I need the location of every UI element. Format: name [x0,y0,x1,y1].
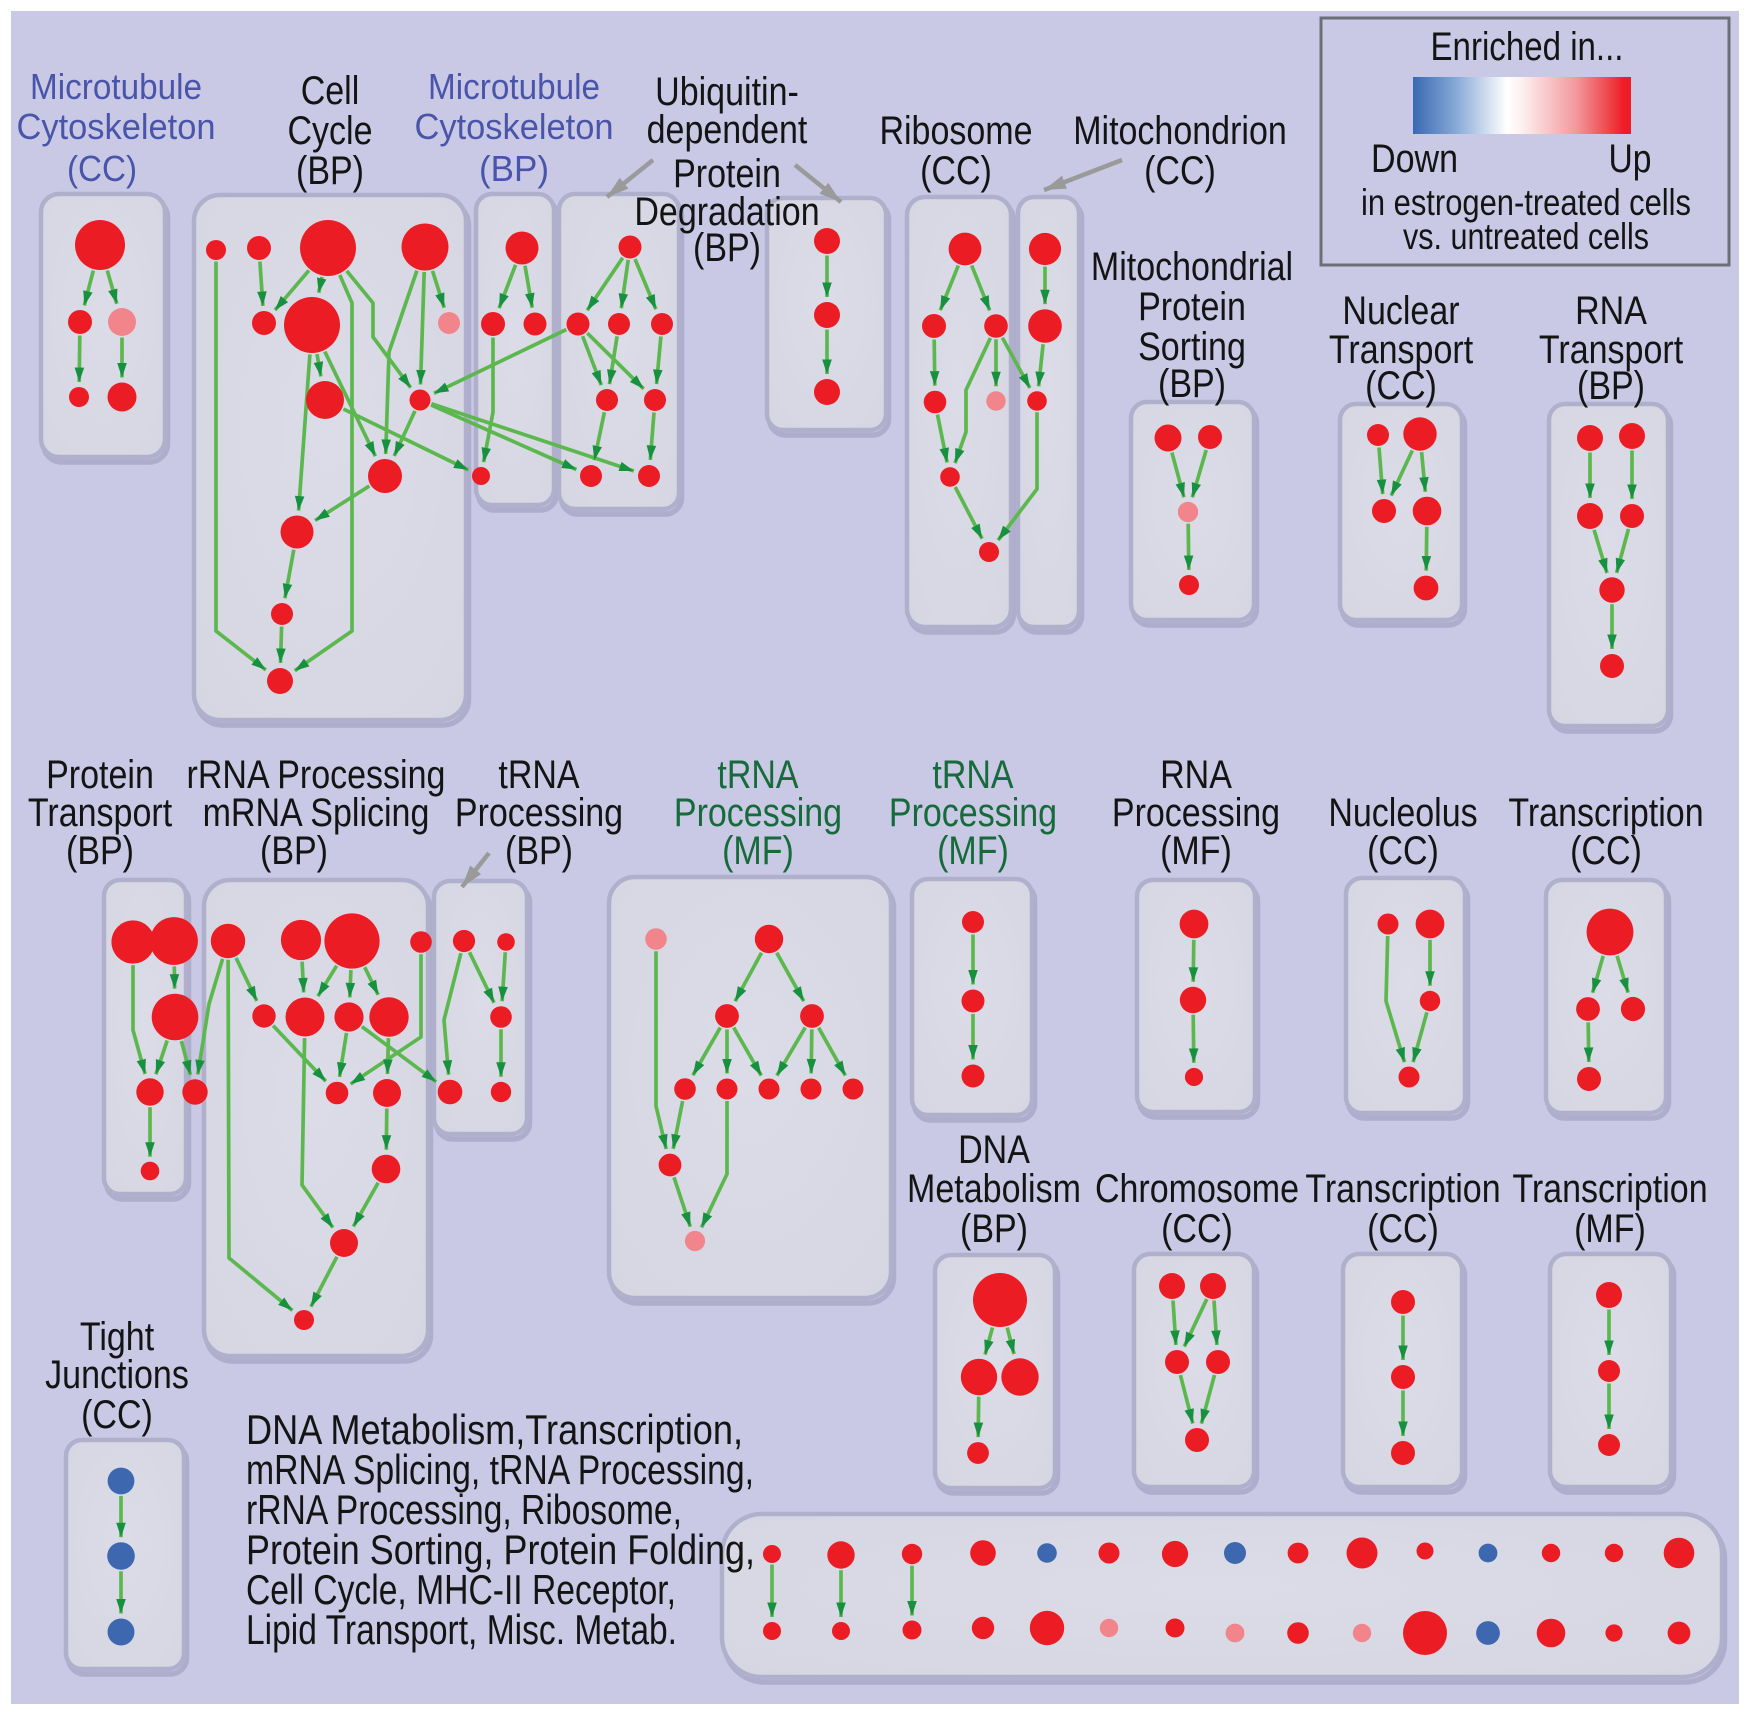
svg-text:Cytoskeleton: Cytoskeleton [17,106,216,147]
svg-text:Cell Cycle, MHC-II Receptor,: Cell Cycle, MHC-II Receptor, [246,1566,676,1613]
svg-text:(CC): (CC) [920,149,992,193]
svg-text:Cycle: Cycle [288,109,373,153]
svg-text:Mitochondrial: Mitochondrial [1091,245,1293,289]
svg-text:(CC): (CC) [1144,149,1216,193]
svg-text:dependent: dependent [647,108,808,152]
svg-text:Cytoskeleton: Cytoskeleton [415,106,614,147]
svg-text:(BP): (BP) [960,1207,1028,1251]
svg-text:(CC): (CC) [81,1393,153,1437]
svg-text:Tight: Tight [80,1315,154,1359]
svg-text:Lipid Transport, Misc. Metab.: Lipid Transport, Misc. Metab. [246,1606,677,1653]
svg-text:Processing: Processing [889,791,1057,835]
svg-text:rRNA Processing: rRNA Processing [187,753,446,797]
svg-text:RNA: RNA [1575,289,1647,333]
svg-text:Degradation: Degradation [634,190,819,234]
svg-text:(CC): (CC) [1161,1207,1233,1251]
svg-text:in estrogen-treated cells: in estrogen-treated cells [1361,182,1691,223]
svg-text:Chromosome: Chromosome [1095,1167,1299,1211]
svg-text:Nucleolus: Nucleolus [1328,791,1477,835]
svg-text:(BP): (BP) [296,149,364,193]
svg-text:Ubiquitin-: Ubiquitin- [655,70,799,114]
svg-text:(CC): (CC) [1570,829,1642,873]
svg-text:(MF): (MF) [1160,829,1232,873]
svg-text:DNA Metabolism,Transcription,: DNA Metabolism,Transcription, [246,1406,743,1453]
svg-text:(CC): (CC) [1367,829,1439,873]
svg-text:Sorting: Sorting [1138,325,1246,369]
svg-text:Transport: Transport [28,791,172,835]
svg-text:DNA: DNA [958,1128,1030,1172]
svg-text:Microtubule: Microtubule [428,66,600,107]
svg-text:Protein: Protein [673,152,781,196]
svg-text:Ribosome: Ribosome [879,109,1032,153]
svg-text:(CC): (CC) [67,148,137,189]
svg-text:(MF): (MF) [937,829,1009,873]
svg-text:Transcription: Transcription [1508,791,1703,835]
svg-text:Processing: Processing [674,791,842,835]
svg-text:(CC): (CC) [1365,364,1437,408]
svg-text:(BP): (BP) [505,829,573,873]
svg-text:tRNA: tRNA [498,753,579,797]
svg-text:Junctions: Junctions [45,1353,189,1397]
svg-text:(CC): (CC) [1367,1207,1439,1251]
svg-text:Metabolism: Metabolism [907,1167,1081,1211]
svg-text:(BP): (BP) [479,148,549,189]
svg-text:mRNA Splicing: mRNA Splicing [203,791,430,835]
svg-text:Processing: Processing [455,791,623,835]
svg-text:Up: Up [1609,137,1652,181]
svg-text:mRNA Splicing, tRNA Processing: mRNA Splicing, tRNA Processing, [246,1446,754,1493]
svg-text:RNA: RNA [1160,753,1232,797]
svg-text:Processing: Processing [1112,791,1280,835]
svg-text:Transport: Transport [1329,328,1473,372]
svg-text:Enriched in...: Enriched in... [1431,25,1624,69]
svg-text:vs. untreated cells: vs. untreated cells [1403,216,1649,257]
svg-text:Transport: Transport [1539,328,1683,372]
svg-text:Protein: Protein [46,753,154,797]
svg-text:(BP): (BP) [260,829,328,873]
svg-text:tRNA: tRNA [932,753,1013,797]
svg-text:Protein: Protein [1138,285,1246,329]
svg-text:(MF): (MF) [1574,1207,1646,1251]
svg-text:Microtubule: Microtubule [30,66,202,107]
svg-text:rRNA Processing, Ribosome,: rRNA Processing, Ribosome, [246,1486,682,1533]
svg-text:Transcription: Transcription [1512,1167,1707,1211]
svg-text:Transcription: Transcription [1305,1167,1500,1211]
svg-text:(BP): (BP) [1158,362,1226,406]
svg-text:Nuclear: Nuclear [1342,289,1459,333]
svg-text:(BP): (BP) [66,829,134,873]
svg-text:Mitochondrion: Mitochondrion [1073,109,1287,153]
svg-text:Protein Sorting, Protein Foldi: Protein Sorting, Protein Folding, [246,1526,755,1573]
svg-text:(BP): (BP) [1577,364,1645,408]
svg-text:(MF): (MF) [722,829,794,873]
svg-text:Cell: Cell [301,69,360,113]
svg-text:tRNA: tRNA [717,753,798,797]
svg-text:(BP): (BP) [693,226,761,270]
svg-text:Down: Down [1371,137,1458,181]
